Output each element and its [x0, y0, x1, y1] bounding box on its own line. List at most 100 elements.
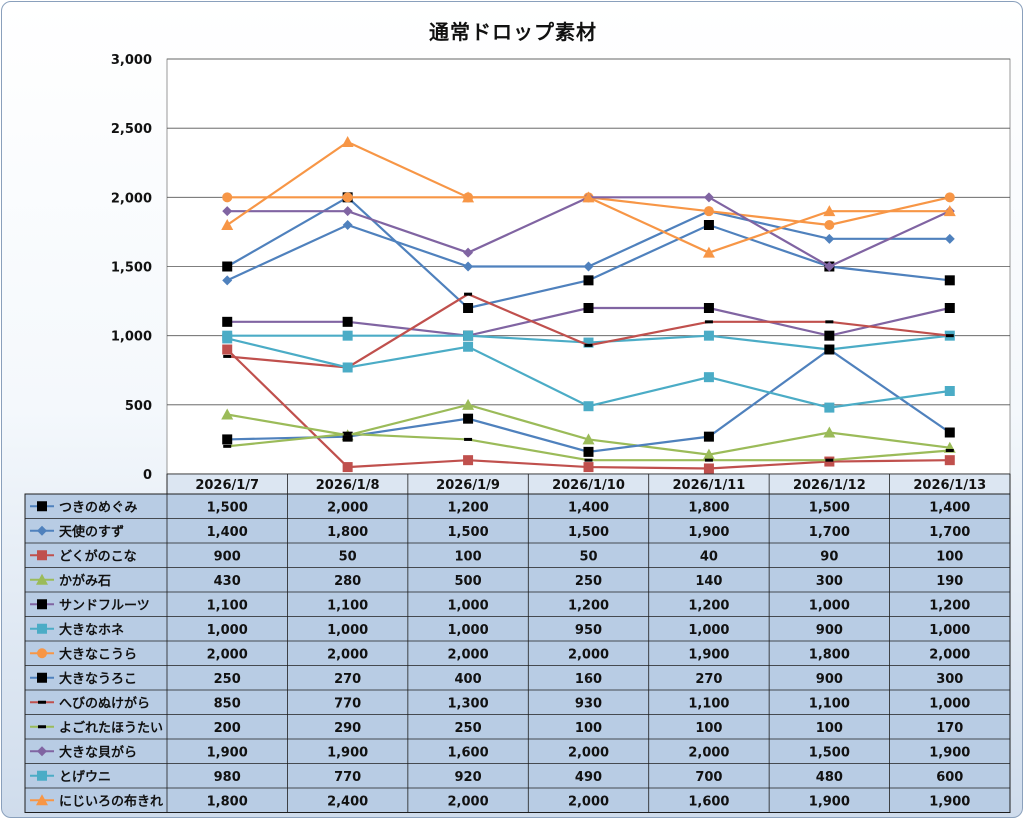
data-cell: 1,200 — [929, 598, 970, 613]
data-cell: 1,300 — [448, 696, 489, 711]
marker-circle — [222, 192, 233, 203]
data-cell: 2,000 — [568, 794, 609, 809]
legend-series-name: つきのめぐみ — [59, 500, 137, 515]
data-cell: 2,000 — [688, 745, 729, 760]
data-point — [944, 386, 955, 396]
data-point — [703, 330, 714, 341]
legend-series-name: へびのぬけがら — [59, 695, 150, 711]
data-cell: 100 — [455, 549, 482, 564]
data-cell: 1,800 — [207, 794, 248, 809]
data-point — [222, 333, 233, 344]
marker-circle — [944, 192, 955, 203]
data-cell: 1,500 — [568, 525, 609, 540]
legend-series-name: かがみ石 — [59, 573, 111, 589]
data-point — [824, 330, 835, 341]
data-cell: 1,900 — [688, 647, 729, 662]
data-cell: 1,500 — [809, 745, 850, 760]
marker-dash — [704, 320, 713, 324]
data-point — [944, 427, 955, 438]
data-cell: 1,100 — [327, 598, 368, 613]
data-cell: 100 — [575, 721, 602, 736]
data-point — [463, 341, 474, 352]
data-cell: 1,000 — [929, 696, 970, 711]
x-tick-label: 2026/1/7 — [195, 478, 259, 493]
data-cell: 1,800 — [688, 500, 729, 515]
marker-triangle — [221, 408, 234, 420]
data-cell: 1,000 — [809, 598, 850, 613]
y-tick-label: 3,000 — [111, 53, 152, 68]
marker-triangle — [823, 426, 836, 438]
data-cell: 250 — [214, 672, 241, 687]
data-cell: 1,500 — [207, 500, 248, 515]
data-cell: 50 — [579, 549, 597, 564]
chart-title: 通常ドロップ素材 — [429, 20, 597, 44]
legend-key-marker — [37, 550, 47, 561]
data-cell: 1,600 — [688, 794, 729, 809]
data-cell: 280 — [334, 574, 361, 589]
data-cell: 2,000 — [327, 647, 368, 662]
marker-dash — [704, 458, 713, 462]
legend-key-marker — [37, 623, 47, 634]
data-cell: 2,000 — [929, 647, 970, 662]
data-cell: 2,000 — [448, 647, 489, 662]
data-cell: 2,000 — [568, 745, 609, 760]
data-cell: 1,000 — [688, 623, 729, 638]
data-cell: 1,200 — [568, 598, 609, 613]
marker-diamond — [342, 206, 353, 217]
data-cell: 1,900 — [327, 745, 368, 760]
data-point — [583, 446, 594, 457]
data-cell: 1,900 — [809, 794, 850, 809]
data-cell: 200 — [214, 721, 241, 736]
data-cell: 2,400 — [327, 794, 368, 809]
marker-diamond — [824, 261, 835, 272]
marker-triangle — [823, 205, 836, 217]
legend-series-name: 天使のすず — [59, 524, 124, 540]
marker-diamond — [222, 206, 233, 217]
data-cell: 1,000 — [448, 623, 489, 638]
data-cell: 90 — [820, 549, 838, 564]
data-point — [342, 362, 353, 373]
data-cell: 300 — [936, 672, 963, 687]
data-point — [583, 303, 594, 313]
legend-key-marker — [37, 770, 47, 781]
data-cell: 1,000 — [448, 598, 489, 613]
marker-dash — [38, 725, 46, 729]
data-point — [222, 344, 233, 355]
data-cell: 490 — [575, 770, 602, 785]
data-point — [583, 462, 594, 473]
marker-dash — [584, 343, 593, 347]
x-tick-label: 2026/1/13 — [913, 478, 986, 493]
legend-key-marker — [37, 501, 47, 512]
data-cell: 1,700 — [929, 525, 970, 540]
data-cell: 1,100 — [207, 598, 248, 613]
data-cell: 920 — [455, 770, 482, 785]
marker-triangle — [462, 191, 475, 203]
data-point — [222, 316, 233, 327]
marker-diamond — [463, 261, 474, 272]
data-cell: 930 — [575, 696, 602, 711]
data-cell: 480 — [816, 770, 843, 785]
data-point — [703, 220, 714, 230]
data-cell: 980 — [214, 770, 241, 785]
marker-dash — [223, 354, 232, 358]
data-cell: 1,400 — [568, 500, 609, 515]
data-point — [824, 402, 835, 413]
data-cell: 290 — [334, 721, 361, 736]
marker-diamond — [222, 275, 233, 286]
data-cell: 50 — [339, 549, 357, 564]
marker-triangle — [462, 398, 475, 410]
marker-triangle — [36, 794, 48, 806]
legend-series-name: 大きなうろこ — [59, 671, 137, 687]
marker-diamond — [944, 233, 955, 244]
data-cell: 250 — [455, 721, 482, 736]
data-cell: 40 — [700, 549, 718, 564]
data-point — [583, 337, 594, 348]
data-cell: 1,200 — [688, 598, 729, 613]
marker-triangle — [702, 246, 715, 258]
data-point — [463, 455, 474, 466]
marker-dash — [945, 448, 954, 452]
data-cell: 300 — [816, 574, 843, 589]
data-cell: 900 — [816, 672, 843, 687]
